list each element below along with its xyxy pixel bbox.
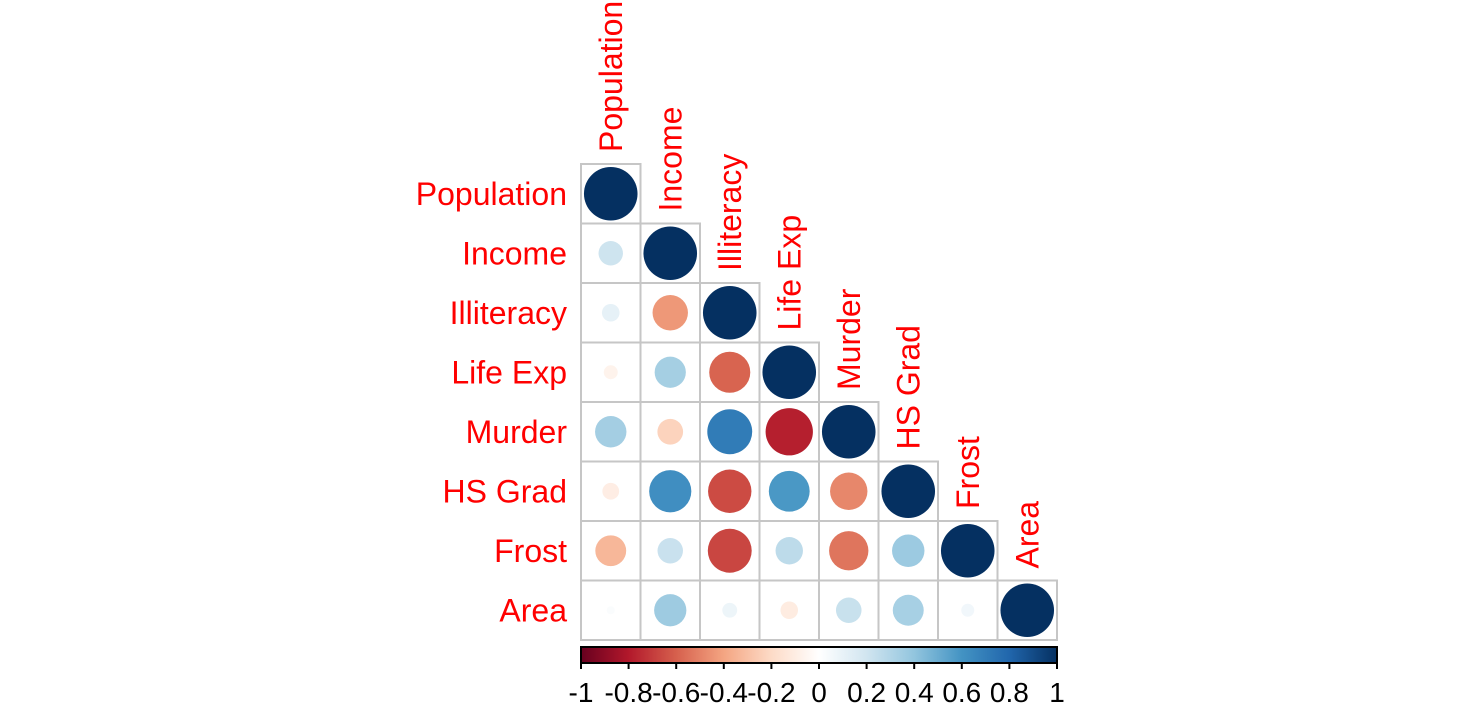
column-label-murder: Murder bbox=[831, 288, 867, 390]
corr-circle-area-illiteracy bbox=[722, 602, 738, 618]
corr-circle-life-exp-income bbox=[654, 356, 686, 388]
row-label-frost: Frost bbox=[494, 533, 567, 569]
row-label-murder: Murder bbox=[466, 414, 568, 450]
corr-circle-frost-income bbox=[657, 538, 683, 564]
colorbar-tick-label-neg0p4: -0.4 bbox=[700, 677, 748, 708]
corr-circle-murder-income bbox=[657, 418, 684, 445]
corr-circle-life-exp-population bbox=[603, 365, 618, 380]
row-labels: Population Income Illiteracy Life Exp Murder… bbox=[416, 176, 568, 629]
column-label-area: Area bbox=[1009, 501, 1045, 569]
corr-circle-hs-grad-hs-grad bbox=[881, 464, 936, 519]
colorbar-tick-label-0p6: 0.6 bbox=[942, 677, 981, 708]
corr-circle-murder-life-exp bbox=[765, 408, 813, 456]
colorbar-tick-label-neg1: -1 bbox=[569, 677, 594, 708]
colorbar-tick-label-0p4: 0.4 bbox=[895, 677, 934, 708]
corr-circle-hs-grad-population bbox=[602, 482, 620, 500]
corr-circle-frost-murder bbox=[829, 531, 869, 571]
corr-circle-income-population bbox=[598, 241, 623, 266]
corr-circle-frost-hs-grad bbox=[892, 534, 925, 567]
colorbar-tick-label-neg0p2: -0.2 bbox=[747, 677, 795, 708]
matrix-cell-frost-population bbox=[580, 520, 642, 582]
colorbar-tick-label-neg0p6: -0.6 bbox=[652, 677, 700, 708]
corr-circle-area-population bbox=[606, 606, 615, 615]
column-label-life-exp: Life Exp bbox=[771, 215, 807, 331]
colorbar: -1 -0.8 -0.6 -0.4 -0.2 0 0.2 0.4 0.6 0.8 1 bbox=[569, 646, 1065, 708]
corr-circle-murder-illiteracy bbox=[707, 409, 753, 455]
corr-circle-hs-grad-income bbox=[649, 470, 692, 513]
corr-circle-murder-population bbox=[595, 416, 627, 448]
row-label-income: Income bbox=[462, 235, 567, 271]
corr-circle-frost-life-exp bbox=[775, 537, 803, 565]
colorbar-tick-label-0: 0 bbox=[811, 677, 827, 708]
corr-circle-area-life-exp bbox=[780, 601, 799, 620]
corr-circle-illiteracy-illiteracy bbox=[702, 285, 757, 340]
corr-circle-murder-murder bbox=[821, 404, 876, 459]
corr-circle-area-income bbox=[654, 594, 687, 627]
colorbar-tick-label-0p2: 0.2 bbox=[847, 677, 886, 708]
corr-circle-area-frost bbox=[961, 603, 975, 617]
corr-circle-frost-population bbox=[595, 535, 627, 567]
corr-circle-life-exp-illiteracy bbox=[709, 351, 751, 393]
corr-circle-area-area bbox=[1000, 583, 1055, 638]
matrix-cell-life-exp-income bbox=[639, 341, 701, 403]
row-label-illiteracy: Illiteracy bbox=[450, 295, 567, 331]
row-label-population: Population bbox=[416, 176, 567, 212]
corr-circle-income-income bbox=[643, 226, 698, 281]
column-label-illiteracy: Illiteracy bbox=[712, 154, 748, 271]
column-labels: Population Income Illiteracy Life Exp Murder… bbox=[593, 1, 1046, 569]
row-label-area: Area bbox=[499, 592, 567, 628]
row-label-life-exp: Life Exp bbox=[451, 354, 567, 390]
corr-circle-frost-illiteracy bbox=[707, 528, 752, 573]
colorbar-tick-label-1: 1 bbox=[1049, 677, 1065, 708]
corr-circle-area-hs-grad bbox=[892, 594, 924, 626]
correlation-circles bbox=[583, 166, 1055, 638]
corr-circle-population-population bbox=[583, 166, 638, 221]
column-label-hs-grad: HS Grad bbox=[890, 325, 926, 449]
row-label-hs-grad: HS Grad bbox=[443, 473, 567, 509]
corr-circle-hs-grad-murder bbox=[830, 472, 868, 510]
colorbar-tick-label-0p8: 0.8 bbox=[990, 677, 1029, 708]
corr-circle-hs-grad-life-exp bbox=[768, 470, 810, 512]
corr-circle-illiteracy-population bbox=[601, 303, 620, 322]
corr-circle-frost-frost bbox=[940, 523, 995, 578]
colorbar-gradient bbox=[580, 646, 1058, 664]
corr-circle-hs-grad-illiteracy bbox=[708, 469, 752, 513]
corr-circle-area-murder bbox=[835, 597, 862, 624]
column-label-income: Income bbox=[652, 107, 688, 212]
column-label-population: Population bbox=[593, 1, 629, 152]
corr-circle-illiteracy-income bbox=[652, 295, 688, 331]
colorbar-tick-label-neg0p8: -0.8 bbox=[604, 677, 652, 708]
column-label-frost: Frost bbox=[950, 436, 986, 509]
corr-circle-life-exp-life-exp bbox=[762, 345, 817, 400]
